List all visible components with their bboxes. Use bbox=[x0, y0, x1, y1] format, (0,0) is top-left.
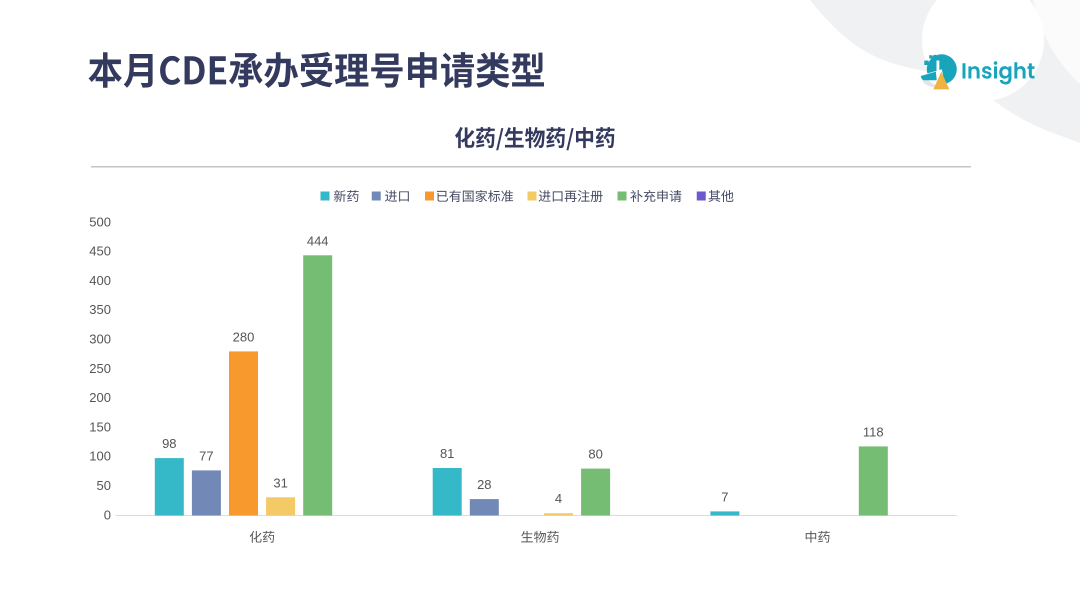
svg-text:80: 80 bbox=[588, 447, 602, 462]
svg-text:250: 250 bbox=[89, 361, 111, 376]
svg-text:28: 28 bbox=[477, 477, 491, 492]
svg-text:4: 4 bbox=[555, 491, 562, 506]
svg-text:31: 31 bbox=[273, 475, 287, 490]
svg-text:50: 50 bbox=[97, 478, 111, 493]
svg-text:350: 350 bbox=[89, 302, 111, 317]
svg-text:400: 400 bbox=[89, 273, 111, 288]
svg-text:100: 100 bbox=[89, 449, 111, 464]
svg-text:77: 77 bbox=[199, 448, 213, 463]
svg-text:98: 98 bbox=[162, 436, 176, 451]
svg-text:280: 280 bbox=[233, 329, 255, 344]
svg-text:300: 300 bbox=[89, 332, 111, 347]
svg-text:444: 444 bbox=[307, 233, 329, 248]
svg-text:450: 450 bbox=[89, 244, 111, 259]
svg-text:7: 7 bbox=[721, 489, 728, 504]
svg-text:118: 118 bbox=[863, 424, 884, 439]
svg-text:81: 81 bbox=[440, 446, 454, 461]
svg-text:200: 200 bbox=[89, 390, 111, 405]
svg-text:0: 0 bbox=[104, 507, 111, 522]
svg-text:150: 150 bbox=[89, 419, 111, 434]
svg-text:500: 500 bbox=[89, 214, 111, 229]
